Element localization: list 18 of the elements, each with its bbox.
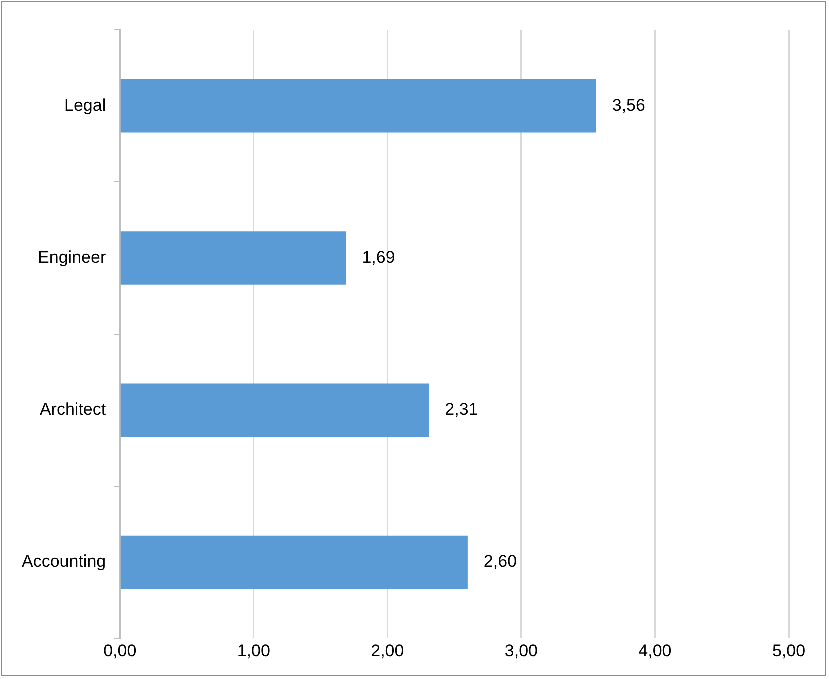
y-tick-label: Architect (40, 400, 106, 420)
x-tick-label: 5,00 (772, 641, 806, 660)
x-tick-label: 3,00 (504, 641, 538, 660)
data-label: 2,31 (445, 400, 478, 420)
data-label: 2,60 (484, 552, 518, 572)
bar (120, 536, 468, 590)
y-tick-label: Accounting (22, 552, 106, 572)
data-label: 3,56 (612, 96, 646, 115)
bar (120, 384, 430, 437)
x-tick-label: 1,00 (237, 641, 270, 660)
y-tick-label: Engineer (38, 248, 106, 267)
data-label: 1,69 (362, 248, 396, 267)
y-tick-label: Legal (64, 96, 106, 115)
x-tick-label: 0,00 (104, 641, 137, 660)
x-tick-label: 2,00 (371, 641, 404, 660)
bar (120, 79, 596, 133)
x-tick-label: 4,00 (638, 641, 672, 660)
bar (120, 232, 346, 285)
